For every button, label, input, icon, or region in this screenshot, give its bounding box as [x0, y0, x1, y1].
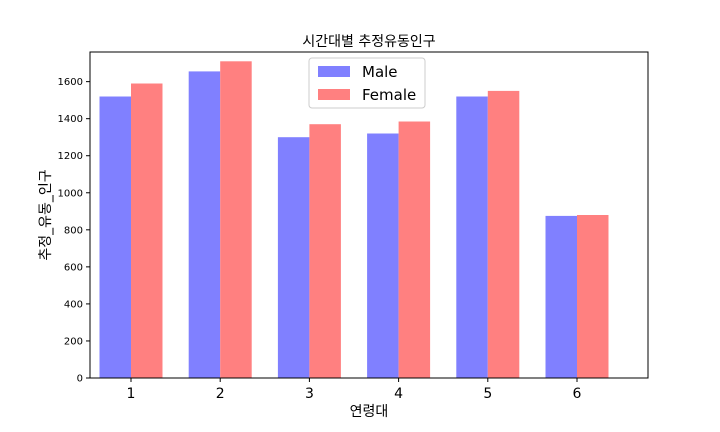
bar-male-2 [188, 71, 221, 379]
bars-group [99, 61, 609, 379]
bar-female-2 [220, 61, 252, 379]
bar-female-4 [398, 121, 431, 378]
legend-swatch-male [318, 66, 350, 77]
bar-female-3 [309, 124, 341, 378]
y-tick-label: 0 [77, 374, 83, 385]
x-tick-label: 5 [483, 386, 492, 402]
y-tick-label: 1600 [58, 77, 83, 88]
x-axis-label: 연령대 [350, 404, 389, 420]
x-tick-label: 3 [305, 386, 314, 402]
legend-label-female: Female [362, 86, 416, 104]
y-axis-ticks: 0 200 400 600 800 1000 1200 1400 1600 [58, 77, 90, 385]
legend-swatch-female [318, 89, 350, 100]
bar-male-1 [99, 96, 131, 378]
y-tick-label: 600 [64, 262, 83, 273]
x-tick-label: 6 [573, 386, 582, 402]
bar-female-5 [487, 90, 520, 379]
bar-male-4 [367, 133, 399, 378]
plot-frame [89, 51, 649, 379]
x-tick-label: 2 [216, 386, 225, 402]
bar-female-6 [577, 215, 609, 378]
x-tick-label: 4 [394, 386, 403, 402]
y-tick-label: 1200 [58, 151, 83, 162]
legend-label-male: Male [362, 63, 398, 81]
x-axis-ticks: 1 2 3 4 5 6 [127, 378, 582, 402]
bar-male-5 [456, 96, 488, 378]
bar-male-3 [277, 137, 310, 378]
y-axis-label: 추정_유동_인구 [38, 169, 54, 260]
bar-male-6 [545, 215, 577, 378]
y-tick-label: 1000 [58, 188, 83, 199]
x-tick-label: 1 [127, 386, 136, 402]
y-tick-label: 1400 [58, 114, 83, 125]
bar-female-1 [131, 83, 163, 378]
y-tick-label: 400 [64, 299, 83, 310]
chart-title: 시간대별 추정유동인구 [302, 34, 435, 50]
legend: Male Female [308, 57, 426, 109]
y-tick-label: 200 [64, 336, 83, 347]
y-tick-label: 800 [64, 225, 83, 236]
